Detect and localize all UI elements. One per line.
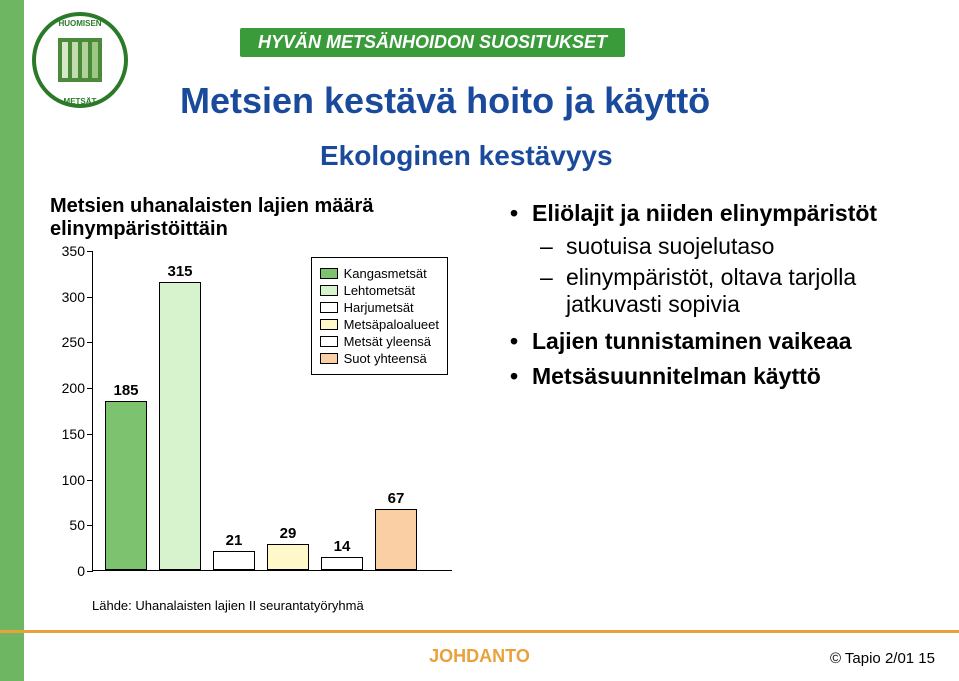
- chart-plot: 05010015020025030035018531521291467Kanga…: [92, 251, 452, 571]
- y-tick-label: 150: [62, 426, 93, 442]
- legend-label: Metsäpaloalueet: [344, 317, 439, 332]
- svg-text:METSÄT: METSÄT: [64, 97, 97, 106]
- y-tick-label: 100: [62, 472, 93, 488]
- legend: Kangasmetsät Lehtometsät Harjumetsät Metsäp…: [311, 257, 448, 375]
- bullet-block: Eliölajit ja niiden elinympäristöt suotui…: [510, 200, 940, 398]
- legend-row: Harjumetsät: [320, 300, 439, 315]
- y-tick-label: 200: [62, 380, 93, 396]
- bar-value-label: 315: [167, 263, 192, 280]
- footer-section: JOHDANTO: [429, 646, 530, 667]
- bullet-text: Metsäsuunnitelman käyttö: [532, 363, 821, 389]
- bar-value-label: 14: [334, 538, 351, 555]
- legend-row: Metsäpaloalueet: [320, 317, 439, 332]
- page-subtitle: Ekologinen kestävyys: [320, 140, 613, 172]
- chart-wrap: 05010015020025030035018531521291467Kanga…: [50, 251, 470, 611]
- bullet-item: Lajien tunnistaminen vaikeaa: [510, 328, 940, 355]
- bullet-text: Lajien tunnistaminen vaikeaa: [532, 328, 852, 354]
- legend-swatch: [320, 268, 338, 279]
- bar-value-label: 29: [280, 525, 297, 542]
- legend-swatch: [320, 353, 338, 364]
- legend-swatch: [320, 336, 338, 347]
- y-tick-label: 250: [62, 334, 93, 350]
- legend-swatch: [320, 302, 338, 313]
- y-tick-label: 300: [62, 289, 93, 305]
- side-stripe: [0, 0, 24, 681]
- legend-swatch: [320, 319, 338, 330]
- bullet-item: Metsäsuunnitelman käyttö: [510, 363, 940, 390]
- chart-block: Metsien uhanalaisten lajien määrä elinym…: [50, 195, 490, 611]
- bar: [105, 401, 147, 570]
- chart-source: Lähde: Uhanalaisten lajien II seurantaty…: [92, 598, 364, 613]
- page-title: Metsien kestävä hoito ja käyttö: [180, 80, 710, 122]
- bar: [375, 509, 417, 570]
- legend-row: Metsät yleensä: [320, 334, 439, 349]
- bar: [267, 544, 309, 571]
- svg-text:HUOMISEN: HUOMISEN: [58, 19, 101, 28]
- sub-bullet-item: suotuisa suojelutaso: [540, 233, 940, 260]
- bullet-list: Eliölajit ja niiden elinympäristöt suotui…: [510, 200, 940, 390]
- legend-label: Suot yhteensä: [344, 351, 427, 366]
- bar: [213, 551, 255, 570]
- bar-value-label: 67: [388, 490, 405, 507]
- legend-label: Metsät yleensä: [344, 334, 431, 349]
- legend-row: Suot yhteensä: [320, 351, 439, 366]
- bullet-item: Eliölajit ja niiden elinympäristöt suotui…: [510, 200, 940, 318]
- bullet-text: Eliölajit ja niiden elinympäristöt: [532, 200, 877, 226]
- bar-value-label: 21: [226, 532, 243, 549]
- logo: HUOMISEN METSÄT: [30, 10, 130, 110]
- legend-swatch: [320, 285, 338, 296]
- footer-copyright: © Tapio 2/01 15: [830, 650, 935, 667]
- y-tick-label: 50: [69, 517, 93, 533]
- legend-row: Kangasmetsät: [320, 266, 439, 281]
- legend-label: Harjumetsät: [344, 300, 414, 315]
- legend-row: Lehtometsät: [320, 283, 439, 298]
- sub-bullet-item: elinympäristöt, oltava tarjolla jatkuvas…: [540, 264, 940, 318]
- bar-value-label: 185: [113, 382, 138, 399]
- bar: [321, 557, 363, 570]
- sub-bullet-list: suotuisa suojelutaso elinympäristöt, olta…: [532, 233, 940, 318]
- bar: [159, 282, 201, 570]
- y-tick-label: 0: [77, 563, 93, 579]
- chart-heading: Metsien uhanalaisten lajien määrä elinym…: [50, 195, 490, 241]
- header-bar: HYVÄN METSÄNHOIDON SUOSITUKSET: [240, 28, 625, 57]
- legend-label: Lehtometsät: [344, 283, 416, 298]
- legend-label: Kangasmetsät: [344, 266, 427, 281]
- footer-line: [0, 630, 959, 633]
- y-tick-label: 350: [62, 243, 93, 259]
